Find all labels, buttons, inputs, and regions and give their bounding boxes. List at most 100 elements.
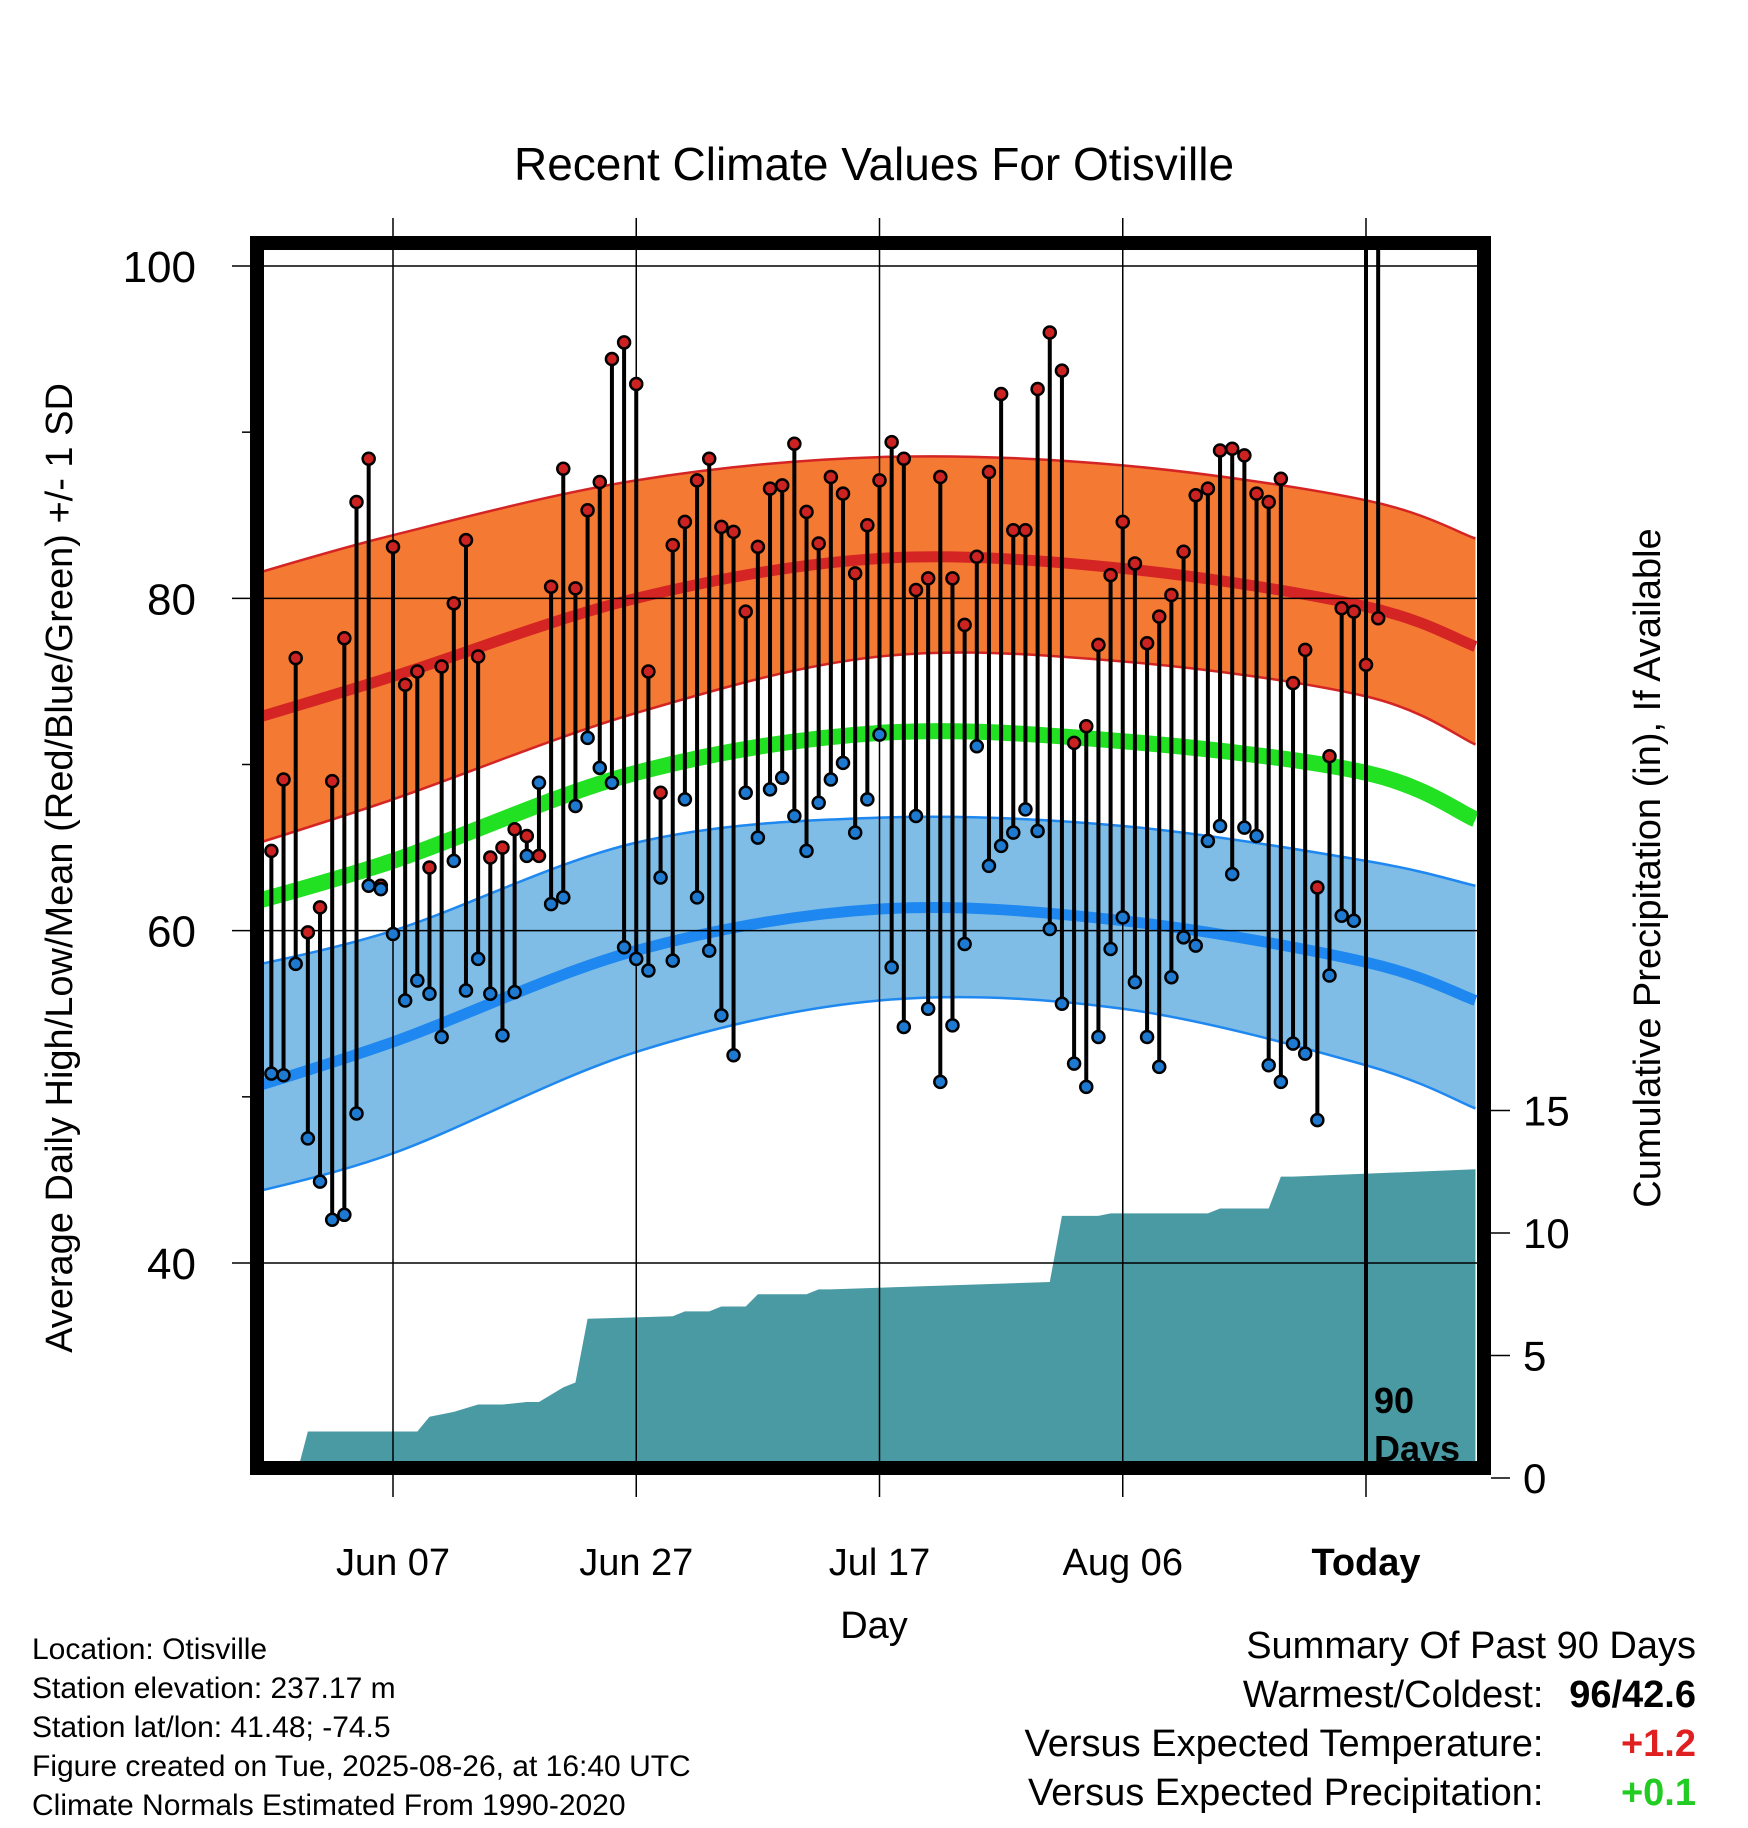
daily-high-point [264,843,279,859]
daily-low-point [1261,1058,1276,1073]
daily-low-point [1079,1079,1094,1095]
daily-low-point [1176,930,1191,945]
precip-area [295,1169,1476,1468]
y2-tick-label: 10 [1523,1210,1570,1257]
daily-high-point [483,850,498,865]
y-axis-label: Average Daily High/Low/Mean (Red/Blue/Gr… [39,383,81,1353]
daily-low-point [397,993,413,1008]
summary-panel: Summary Of Past 90 Days Warmest/Coldest:… [1025,1622,1696,1818]
daily-high-point [1079,719,1094,734]
daily-high-point [860,517,875,533]
daily-low-point [1297,1046,1313,1061]
daily-low-point [1054,996,1070,1012]
daily-low-point [714,1008,729,1023]
daily-high-point [665,537,680,553]
daily-high-point [787,436,802,452]
daily-low-point [1018,802,1033,817]
daily-low-point [629,951,644,967]
daily-high-point [714,519,729,535]
daily-low-point [933,1074,948,1090]
daily-high-point [1127,556,1143,571]
daily-low-point [470,951,486,967]
daily-low-point [1164,969,1179,985]
daily-high-point [324,773,340,789]
daily-high-point [434,659,449,674]
created-text: Figure created on Tue, 2025-08-26, at 16… [32,1750,691,1783]
daily-low-point [969,738,985,754]
daily-low-point [957,936,972,952]
daily-high-point [1176,544,1191,560]
daily-low-point [665,953,680,968]
x-tick-label: Aug 06 [1063,1542,1183,1584]
daily-high-point [616,335,632,350]
y-tick-label: 40 [147,1240,196,1289]
daily-low-point [1273,1074,1289,1090]
daily-low-point [1127,974,1143,990]
daily-low-point [835,755,851,771]
daily-high-point [945,571,960,586]
coldest-value: 42.6 [1622,1674,1696,1716]
warmest-coldest-value: 96/42.6 [1554,1671,1696,1720]
daily-low-point [604,775,620,791]
temp-anomaly-value: +1.2 [1620,1723,1696,1765]
daily-low-point [872,727,887,742]
daily-high-point [1310,880,1325,895]
daily-high-point [1224,441,1240,457]
daily-low-point [1139,1029,1155,1045]
daily-high-point [799,504,814,520]
daily-high-point [507,822,522,837]
daily-high-point [385,539,401,555]
daily-high-point [1066,735,1082,751]
elevation-text: Station elevation: 237.17 m [32,1672,396,1705]
chart-title: Recent Climate Values For Otisville [514,138,1234,190]
daily-high-point [933,469,948,485]
y2-tick-label: 15 [1523,1088,1570,1135]
location-text: Location: Otisville [32,1633,268,1666]
daily-high-point [1346,604,1362,619]
daily-low-point [373,881,389,897]
daily-low-point [774,770,790,786]
temp-anomaly-label: Versus Expected Temperature: [1024,1723,1544,1765]
daily-low-point [1334,908,1349,923]
daily-high-point [1042,325,1058,340]
daily-low-point [738,785,753,800]
daily-high-point [1261,494,1276,510]
daily-high-point [908,582,924,598]
station-info: Location: Otisville Station elevation: 2… [32,1630,691,1825]
daily-high-point [568,581,583,596]
daily-low-point [1006,825,1021,840]
daily-low-point [1151,1059,1167,1075]
daily-high-point [653,785,668,800]
daily-low-point [726,1048,741,1063]
daily-low-point [847,825,863,840]
daily-high-point [422,860,437,875]
daily-low-point [787,808,802,824]
daily-high-point [689,473,705,488]
daily-low-point [276,1067,291,1083]
daily-high-point [1006,522,1021,538]
daily-low-point [300,1131,316,1146]
normals-note: Climate Normals Estimated From 1990-2020 [32,1789,626,1822]
daily-high-point [1018,522,1033,538]
daily-low-point [1285,1036,1301,1051]
daily-low-point [458,983,474,998]
daily-high-point [543,579,559,594]
warmest-coldest-row: Warmest/Coldest: 96/42.6 [1025,1671,1696,1720]
value-separator: / [1611,1674,1623,1716]
daily-high-point [957,617,972,633]
daily-high-point [1054,363,1070,378]
daily-high-point [1212,443,1228,458]
daily-high-point [410,664,425,679]
daily-high-point [738,604,753,619]
period-annotation: 90 [1374,1380,1414,1421]
daily-high-point [288,650,303,666]
x-tick-label: Jul 17 [829,1542,930,1584]
daily-high-point [604,351,620,367]
daily-low-point [653,870,668,885]
daily-high-point [1030,381,1045,397]
daily-low-point [568,798,583,814]
daily-high-point [872,473,887,488]
daily-high-point [641,664,656,679]
daily-high-point [835,486,851,501]
daily-low-point [385,926,401,942]
